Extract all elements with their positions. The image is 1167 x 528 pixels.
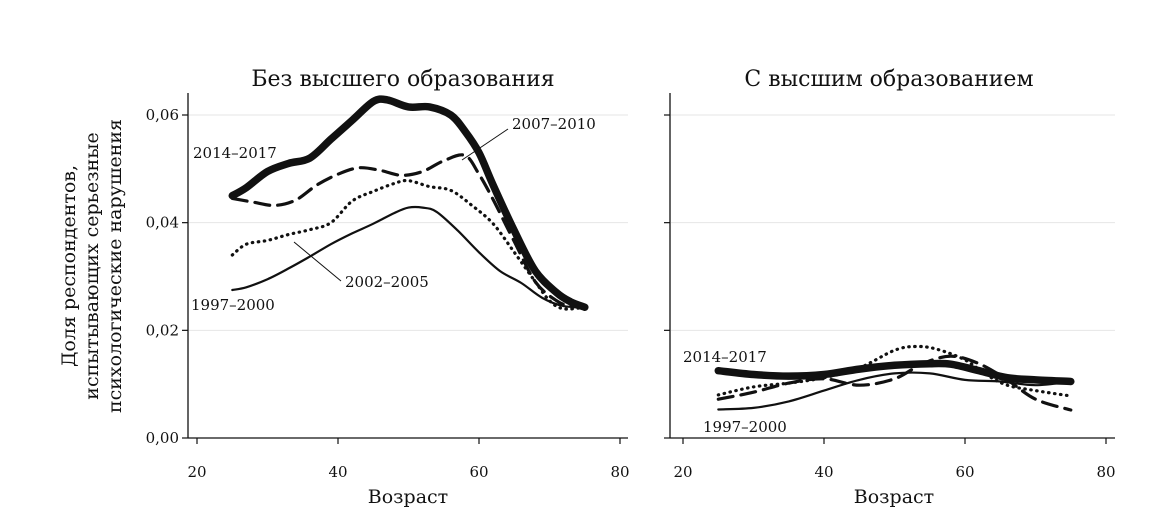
x-tick-label: 20 [673, 463, 692, 481]
y-axis-label-line-1: Доля респондентов, [58, 165, 80, 367]
x-tick-label: 40 [814, 463, 833, 481]
annotation-2014-2017-right: 2014–2017 [683, 348, 767, 366]
annotation-1997-2000-right: 1997–2000 [703, 418, 787, 436]
x-tick-label: 40 [328, 463, 347, 481]
panel-title-right: С высшим образованием [744, 67, 1033, 92]
series-line-2014-2017 [228, 95, 589, 311]
y-tick-label: 0,02 [146, 321, 179, 339]
annotation-2002-2005-left: 2002–2005 [345, 273, 429, 291]
y-ticks-left: 0,00 0,02 0,04 0,06 [146, 106, 188, 447]
x-tick-label: 60 [469, 463, 488, 481]
y-ticks-right [664, 114, 670, 439]
x-ticks-right: 20 40 60 80 [673, 438, 1116, 481]
annotation-2014-2017-left: 2014–2017 [193, 144, 277, 162]
grid-right [671, 114, 1115, 331]
x-tick-label: 60 [955, 463, 974, 481]
leader-2002-2005 [293, 241, 342, 282]
x-tick-label: 20 [187, 463, 206, 481]
series-line-1997-2000 [231, 205, 586, 309]
panel-title-left: Без высшего образования [251, 67, 554, 92]
series-right [714, 344, 1075, 412]
panel-left: 20 40 60 80 0,00 0,02 0,04 0,06 Без высшего об… [58, 67, 630, 508]
y-tick-label: 0,04 [146, 214, 179, 232]
panel-right: 20 40 60 80 С высшим образованием Возраст 2… [664, 67, 1116, 508]
grid-left [189, 114, 628, 331]
y-axis-label-line-2: испытывающих серьезные [81, 132, 103, 399]
series-left [228, 95, 589, 311]
series-line-2007-2010 [230, 153, 587, 309]
x-axis-label-left: Возраст [368, 486, 448, 508]
leader-2007-2010 [461, 128, 509, 161]
annotation-2007-2010-left: 2007–2010 [512, 115, 596, 133]
y-axis-label-line-3: психологические нарушения [104, 119, 126, 413]
x-axis-label-right: Возраст [854, 486, 934, 508]
series-line-2014-2017 [714, 359, 1075, 386]
x-tick-label: 80 [610, 463, 629, 481]
y-tick-label: 0,06 [146, 106, 179, 124]
x-tick-label: 80 [1096, 463, 1115, 481]
y-tick-label: 0,00 [146, 429, 179, 447]
x-ticks-left: 20 40 60 80 [187, 438, 630, 481]
annotation-1997-2000-left: 1997–2000 [191, 296, 275, 314]
